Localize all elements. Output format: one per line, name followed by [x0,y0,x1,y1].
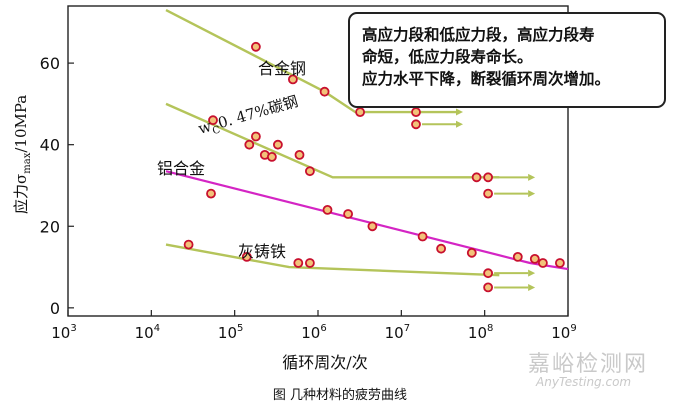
watermark-url: AnyTesting.com [536,375,632,389]
series-line [165,170,569,271]
data-point [250,41,261,52]
x-tick-label: 107 [385,323,410,342]
data-point [436,243,447,254]
y-axis-label: 应力σmax/10MPa [12,95,33,214]
svg-text:应力σmax/10MPa: 应力σmax/10MPa [12,95,33,214]
data-point [466,247,477,258]
data-point [417,231,428,242]
data-point [483,172,494,183]
data-point [411,107,421,117]
watermark-name: 嘉峪检测网 [528,352,649,377]
data-point [293,258,304,268]
series-label-gray-cast-iron: 灰铸铁 [238,242,286,261]
y-tick-label: 60 [40,54,60,73]
data-point [322,204,333,215]
data-point [266,151,277,162]
x-axis-ticks: 103 104 105 106 107 108 109 [51,310,577,342]
data-point [206,188,216,199]
data-point [343,209,354,219]
data-point [319,86,330,97]
annotation-box: 高应力段和低应力段，高应力段寿 命短，低应力段寿命长。 应力水平下降，断裂循环周… [348,12,666,108]
x-tick-label: 104 [135,323,160,342]
data-point [250,131,261,142]
runout-arrowhead [528,173,536,181]
y-tick-label: 20 [40,217,60,236]
data-point [294,149,305,160]
y-axis-ticks: 0 20 40 60 [40,54,74,318]
data-point [272,139,283,150]
x-tick-label: 105 [218,323,243,342]
data-point [411,119,421,130]
x-tick-label: 109 [551,323,576,342]
runout-arrowhead [456,120,464,128]
data-point [355,107,366,117]
annotation-line: 应力水平下降，断裂循环周次增加。 [362,70,611,88]
series-line [165,102,500,179]
series-2 [165,170,569,271]
data-point [555,258,565,268]
data-point [367,221,378,232]
data-point [529,253,540,264]
data-point [241,251,252,262]
data-point [304,258,315,268]
runout-arrowhead [528,190,536,198]
series-1 [165,102,536,199]
data-point [483,282,494,293]
annotation-line: 命短，低应力段寿命长。 [362,48,533,66]
data-point [183,239,194,250]
series-line [165,243,500,277]
series-label-aluminum-alloy: 铝合金 [157,159,205,178]
x-tick-label: 106 [301,323,326,342]
series-label-alloy-steel: 合金钢 [258,59,306,78]
figure-caption: 图 几种材料的疲劳曲线 [272,388,408,403]
x-axis-label: 循环周次/次 [282,353,367,372]
data-point [512,251,523,262]
data-point [208,115,218,126]
annotation-line: 高应力段和低应力段，高应力段寿 [362,26,595,44]
series-line [165,9,460,114]
data-point [483,188,494,199]
series-layer [165,9,569,293]
y-tick-label: 40 [40,136,60,155]
data-point [538,258,548,268]
data-point [287,74,298,85]
data-point [304,166,315,177]
series-3 [165,239,536,293]
data-point [471,172,482,183]
x-tick-label: 108 [468,323,493,342]
runout-arrowhead [528,283,536,291]
x-tick-label: 103 [51,323,76,342]
runout-arrowhead [528,269,536,277]
runout-arrowhead [456,108,464,116]
data-point [483,268,494,279]
y-tick-label: 0 [50,299,60,318]
data-point [244,139,255,150]
series-0 [165,9,464,130]
